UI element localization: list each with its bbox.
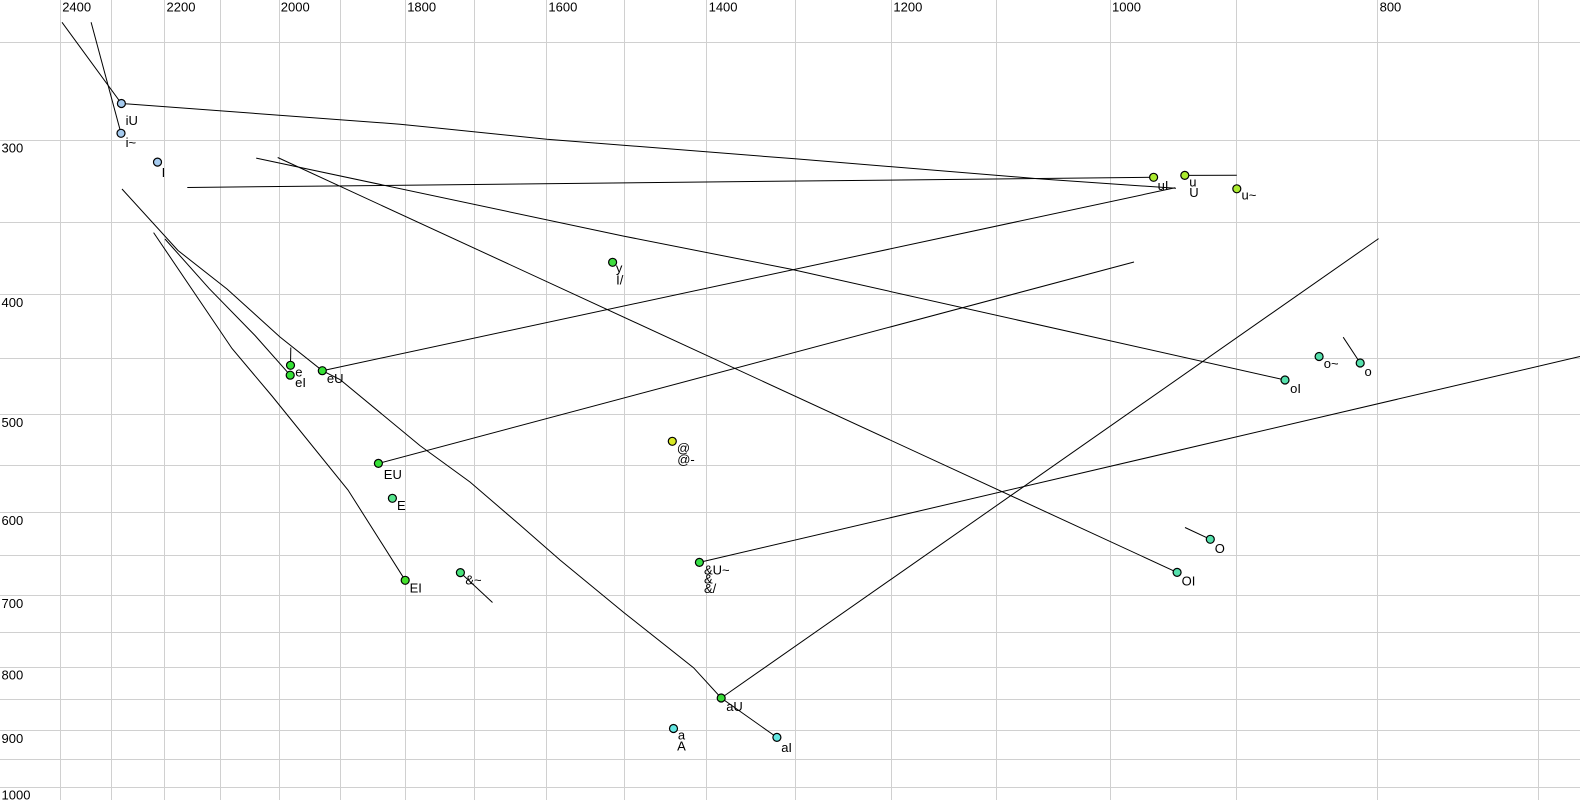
svg-text:O: O: [1215, 541, 1225, 556]
svg-text:@-: @-: [677, 452, 695, 467]
svg-text:1000: 1000: [1112, 0, 1141, 15]
svg-text:I/: I/: [616, 273, 624, 288]
svg-text:400: 400: [2, 295, 24, 310]
svg-text:1400: 1400: [709, 0, 738, 15]
svg-text:y: y: [616, 260, 623, 275]
svg-text:o: o: [1365, 364, 1372, 379]
svg-text:&: &: [704, 572, 713, 587]
svg-text:uI: uI: [1158, 178, 1169, 193]
svg-text:900: 900: [2, 731, 24, 746]
svg-text:aI: aI: [781, 740, 792, 755]
svg-text:1600: 1600: [548, 0, 577, 15]
svg-text:1000: 1000: [2, 788, 31, 800]
svg-text:2000: 2000: [281, 0, 310, 15]
svg-text:&U~: &U~: [704, 562, 730, 577]
svg-text:aU: aU: [726, 699, 743, 714]
svg-text:u~: u~: [1242, 188, 1257, 203]
svg-text:300: 300: [2, 140, 24, 155]
svg-text:i~: i~: [126, 135, 137, 150]
svg-text:EI: EI: [410, 580, 422, 595]
svg-text:OI: OI: [1182, 573, 1196, 588]
svg-text:EU: EU: [384, 467, 402, 482]
svg-text:a: a: [678, 728, 686, 743]
svg-text:E: E: [397, 498, 406, 513]
svg-text:800: 800: [1380, 0, 1402, 15]
svg-text:eU: eU: [327, 371, 344, 386]
svg-text:e: e: [295, 364, 302, 379]
svg-text:I: I: [162, 165, 166, 180]
svg-text:o~: o~: [1324, 356, 1339, 371]
svg-text:800: 800: [2, 668, 24, 683]
svg-text:eI: eI: [295, 375, 306, 390]
svg-text:&~: &~: [465, 572, 482, 587]
svg-text:1200: 1200: [893, 0, 922, 15]
svg-text:U: U: [1189, 185, 1198, 200]
svg-text:iU: iU: [126, 113, 138, 128]
svg-text:600: 600: [2, 513, 24, 528]
svg-text:@: @: [677, 441, 690, 456]
svg-text:u: u: [1189, 175, 1196, 190]
svg-text:700: 700: [2, 596, 24, 611]
svg-text:oI: oI: [1290, 381, 1301, 396]
svg-text:2400: 2400: [62, 0, 91, 15]
svg-text:&/: &/: [704, 581, 717, 596]
svg-text:A: A: [677, 739, 686, 754]
svg-text:1800: 1800: [407, 0, 436, 15]
svg-text:500: 500: [2, 415, 24, 430]
svg-text:2200: 2200: [167, 0, 196, 15]
